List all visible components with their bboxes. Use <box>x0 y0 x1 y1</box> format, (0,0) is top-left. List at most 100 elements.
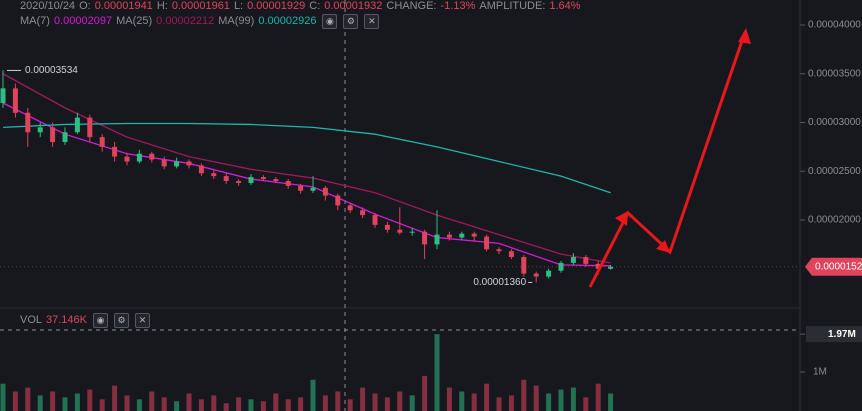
ma-name: MA(7) <box>20 15 50 27</box>
volume-bar <box>521 379 527 411</box>
field-value: 0.00001929 <box>247 0 306 12</box>
candle-body <box>37 127 43 133</box>
candle-body <box>198 165 204 174</box>
legend-button[interactable]: ◉ <box>93 312 108 328</box>
volume-bar <box>186 393 192 411</box>
candle-body <box>62 132 68 142</box>
volume-legend: VOL 37.146K ◉ ⚙ ✕ <box>20 312 150 328</box>
candle-body <box>484 236 490 250</box>
candle-body <box>459 233 465 238</box>
field-value: 1.64% <box>549 0 581 12</box>
candle-body <box>397 229 403 233</box>
volume-tag-bg <box>806 326 862 343</box>
legend-button[interactable]: ⚙ <box>343 13 359 29</box>
arrow-head <box>615 211 628 226</box>
volume-bar <box>347 399 353 411</box>
candle-body <box>533 273 539 277</box>
volume-bar <box>558 389 564 411</box>
last-price-tag <box>805 257 862 276</box>
candle-body <box>236 181 242 183</box>
volume-bar <box>434 334 440 411</box>
candle-body <box>347 205 353 211</box>
candle-body <box>384 224 390 230</box>
candle-body <box>595 263 601 269</box>
field-label: C: <box>309 0 321 12</box>
field-label: H: <box>156 0 168 12</box>
candle-body <box>149 153 155 160</box>
field-label: L: <box>233 0 244 12</box>
date: 2020/10/24 <box>20 0 76 12</box>
candle-body <box>273 179 279 181</box>
volume-bar <box>397 391 403 411</box>
volume-bar <box>62 397 68 411</box>
legend-button[interactable]: ✕ <box>364 13 380 29</box>
volume-bar <box>25 387 31 411</box>
candle-body <box>50 127 56 142</box>
candle-body <box>112 146 118 157</box>
volume-bar <box>136 399 142 411</box>
volume-bar <box>50 391 56 411</box>
ma-value: 0.00002097 <box>53 15 113 27</box>
volume-bar <box>496 397 502 411</box>
candle-body <box>471 233 477 237</box>
candle-body <box>223 176 229 181</box>
candle-body <box>211 173 217 177</box>
volume-bar <box>260 401 266 411</box>
volume-bar <box>74 393 80 411</box>
volume-bar <box>236 397 242 411</box>
volume-bar <box>248 399 254 411</box>
candle-body <box>285 181 291 186</box>
volume-bar <box>112 385 118 411</box>
candle-body <box>25 112 31 133</box>
volume-bar <box>273 393 279 411</box>
candle-body <box>74 117 80 133</box>
volume-bar <box>422 375 428 411</box>
volume-bar <box>310 379 316 411</box>
volume-value: 37.146K <box>46 314 87 326</box>
field-label: O: <box>79 0 91 12</box>
candle-body <box>608 266 614 269</box>
volume-bar <box>570 387 576 411</box>
candle-body <box>186 161 192 166</box>
volume-bar <box>608 393 614 411</box>
volume-bar <box>322 395 328 411</box>
volume-tick-label: 1M <box>813 367 827 378</box>
legend-button[interactable]: ✕ <box>135 312 150 328</box>
y-tick-label: 0.00003500 <box>808 68 861 79</box>
candle-body <box>124 156 130 162</box>
volume-bar <box>223 403 229 411</box>
volume-bar <box>372 393 378 411</box>
candle-body <box>322 187 328 196</box>
candle-body <box>310 187 316 191</box>
volume-bar <box>508 395 514 411</box>
volume-bar <box>12 391 18 411</box>
candle-body <box>372 215 378 225</box>
candle-body <box>161 159 167 167</box>
volume-bar <box>37 395 43 411</box>
volume-bar <box>211 395 217 411</box>
candle-body <box>446 234 452 238</box>
candle-body <box>434 234 440 245</box>
legend-button[interactable]: ◉ <box>322 13 338 29</box>
volume-bar <box>546 393 552 411</box>
candle-body <box>136 153 142 162</box>
candle-body <box>87 117 93 138</box>
candle-body <box>570 257 576 263</box>
volume-bar <box>335 391 341 411</box>
candle-body <box>335 195 341 206</box>
ma-name: MA(25) <box>116 15 153 27</box>
candle-body <box>260 177 266 180</box>
volume-tick-label: 1.97M <box>828 329 856 340</box>
volume-bar <box>298 397 304 411</box>
y-tick-label: 0.00004000 <box>808 20 861 31</box>
candle-body <box>298 185 304 191</box>
field-value: 0.00001941 <box>94 0 153 12</box>
y-tick-label: 0.00002000 <box>808 215 861 226</box>
legend-button[interactable]: ⚙ <box>114 312 129 328</box>
volume-bar <box>384 397 390 411</box>
volume-bar <box>484 383 490 411</box>
candle-body <box>521 257 527 274</box>
volume-bar <box>595 383 601 411</box>
